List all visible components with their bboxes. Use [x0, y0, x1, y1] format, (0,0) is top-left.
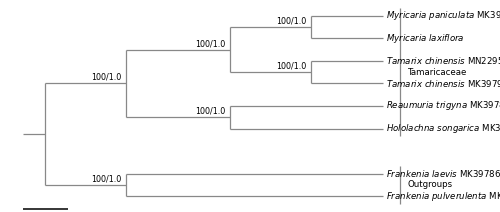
- Text: 100/1.0: 100/1.0: [92, 73, 122, 82]
- Text: $\it{Frankenia\ laevis}$ MK397868: $\it{Frankenia\ laevis}$ MK397868: [386, 168, 500, 179]
- Text: 100/1.0: 100/1.0: [92, 174, 122, 183]
- Text: $\it{Myricaria\ laxiflora}$: $\it{Myricaria\ laxiflora}$: [386, 32, 465, 45]
- Text: 100/1.0: 100/1.0: [276, 17, 306, 25]
- Text: $\it{Hololachna\ songarica}$ MK397892: $\it{Hololachna\ songarica}$ MK397892: [386, 122, 500, 135]
- Text: $\it{Tamarix\ chinensis}$ MN229512: $\it{Tamarix\ chinensis}$ MN229512: [386, 55, 500, 66]
- Text: Outgroups: Outgroups: [408, 180, 453, 190]
- Text: 100/1.0: 100/1.0: [195, 107, 225, 116]
- Text: $\it{Frankenia\ pulverulenta}$ MK397869: $\it{Frankenia\ pulverulenta}$ MK397869: [386, 190, 500, 203]
- Text: 100/1.0: 100/1.0: [195, 39, 225, 48]
- Text: $\it{Reaumuria\ trigyna}$ MK397893: $\it{Reaumuria\ trigyna}$ MK397893: [386, 99, 500, 113]
- Text: $\it{Tamarix\ chinensis}$ MK397902: $\it{Tamarix\ chinensis}$ MK397902: [386, 78, 500, 89]
- Text: $\it{Myricaria\ paniculata}$ MK397878: $\it{Myricaria\ paniculata}$ MK397878: [386, 9, 500, 22]
- Text: 100/1.0: 100/1.0: [276, 62, 306, 71]
- Text: Tamaricaceae: Tamaricaceae: [408, 68, 467, 77]
